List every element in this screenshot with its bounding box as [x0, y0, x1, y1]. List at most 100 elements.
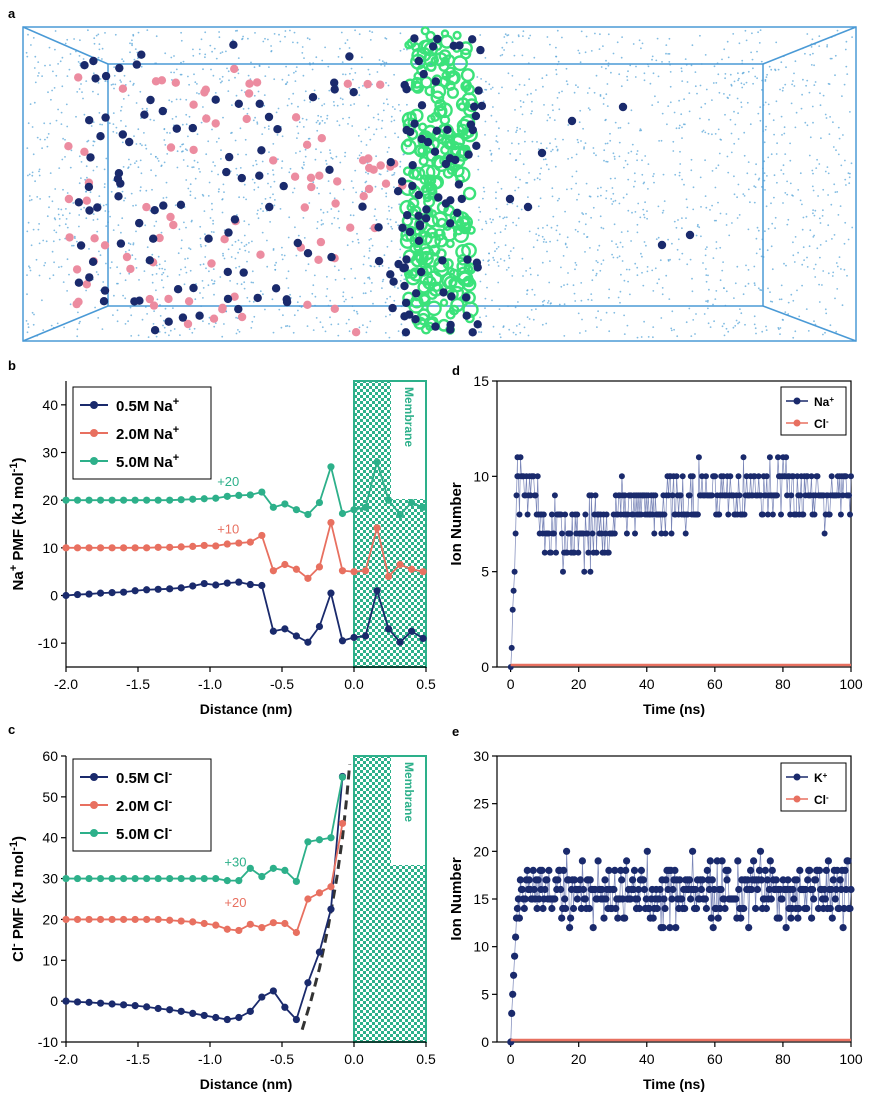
data-point	[814, 473, 821, 480]
data-point	[558, 511, 564, 518]
x-axis-label: Distance (nm)	[200, 701, 293, 717]
data-point	[315, 948, 324, 956]
data-point	[709, 924, 717, 932]
legend-marker	[90, 773, 98, 781]
data-point	[108, 874, 116, 883]
data-point	[62, 997, 70, 1005]
data-point	[598, 885, 606, 894]
y-tick-label: 10	[473, 939, 489, 955]
data-point	[62, 874, 70, 883]
data-point	[543, 876, 551, 884]
data-point	[769, 511, 776, 518]
data-point	[797, 492, 804, 499]
data-point	[212, 1013, 220, 1022]
x-tick-label: 0	[507, 676, 515, 692]
data-point	[513, 904, 521, 913]
data-point	[666, 924, 674, 932]
data-point	[541, 549, 548, 556]
data-point	[212, 581, 220, 589]
data-point	[73, 590, 82, 599]
data-point	[633, 895, 642, 903]
data-point	[652, 492, 659, 499]
series-0-5m-cl-	[62, 772, 347, 1024]
x-tick-label: 100	[839, 1051, 863, 1067]
data-point	[120, 874, 128, 883]
data-point	[601, 876, 609, 884]
data-point	[804, 876, 812, 884]
data-point	[516, 511, 523, 518]
data-point	[787, 914, 795, 922]
data-point	[509, 990, 517, 998]
data-point	[530, 885, 538, 894]
data-point	[338, 567, 347, 575]
data-point	[154, 915, 162, 924]
data-point	[177, 496, 185, 504]
data-point	[755, 473, 762, 480]
data-point	[630, 866, 639, 874]
data-point	[327, 905, 335, 913]
data-point	[687, 895, 695, 903]
panel-label-d: d	[452, 363, 460, 378]
data-point	[85, 544, 93, 552]
data-point	[808, 914, 816, 922]
data-point	[821, 895, 829, 903]
data-point	[567, 530, 574, 537]
data-point	[108, 915, 116, 924]
data-point	[304, 510, 312, 519]
data-point	[523, 866, 531, 874]
data-point	[790, 473, 797, 480]
y-axis-label: Na+ PMF (kJ mol-1)	[8, 458, 27, 591]
data-point	[62, 496, 70, 504]
data-point	[708, 876, 716, 884]
data-point	[665, 492, 672, 499]
y-tick-label: 0	[50, 993, 58, 1009]
data-point	[614, 914, 622, 922]
series-2-0m-cl-	[62, 819, 347, 937]
data-point	[836, 876, 844, 884]
legend-marker	[90, 429, 98, 437]
data-point	[269, 864, 277, 872]
data-point	[200, 1011, 208, 1020]
data-point	[166, 585, 174, 593]
data-point	[671, 866, 679, 874]
box-perspective-edge	[762, 305, 857, 342]
data-point	[551, 492, 558, 499]
data-point	[621, 914, 629, 922]
data-point	[635, 904, 643, 913]
data-point	[592, 492, 599, 499]
data-point	[361, 632, 370, 640]
data-point	[235, 926, 243, 935]
data-point	[689, 847, 697, 855]
data-point	[131, 587, 139, 595]
data-point	[258, 531, 266, 540]
data-point	[824, 857, 832, 865]
data-point	[511, 952, 519, 960]
data-point	[668, 530, 675, 537]
data-point	[581, 895, 589, 903]
data-point	[419, 568, 427, 576]
series-na-	[507, 454, 854, 670]
data-point	[235, 578, 243, 586]
data-point	[120, 915, 128, 924]
data-point	[634, 885, 643, 894]
data-point	[624, 511, 631, 518]
data-point	[258, 924, 266, 932]
y-tick-label: 50	[42, 789, 58, 805]
y-tick-label: 10	[473, 468, 489, 484]
data-point	[269, 567, 277, 575]
data-point	[512, 933, 520, 941]
legend-frame	[780, 762, 847, 812]
x-axis-label: Time (ns)	[643, 701, 705, 717]
data-point	[618, 876, 626, 884]
data-point	[586, 876, 594, 884]
data-point	[679, 473, 686, 480]
x-tick-label: 80	[775, 1051, 791, 1067]
data-point	[530, 473, 537, 480]
data-point	[703, 473, 709, 480]
data-point	[632, 530, 638, 537]
data-point	[673, 473, 680, 480]
data-point	[587, 568, 594, 575]
x-tick-label: 0.5	[416, 676, 436, 692]
data-point	[578, 857, 586, 865]
data-point	[212, 921, 220, 929]
